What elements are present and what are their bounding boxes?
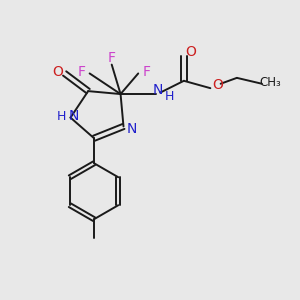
Text: O: O — [52, 65, 63, 79]
Text: F: F — [108, 51, 116, 65]
Text: CH₃: CH₃ — [260, 76, 282, 89]
Text: N: N — [152, 82, 163, 97]
Text: N: N — [68, 109, 79, 123]
Text: H: H — [56, 110, 66, 123]
Text: O: O — [185, 45, 196, 59]
Text: N: N — [127, 122, 137, 136]
Text: O: O — [212, 78, 223, 92]
Text: F: F — [142, 65, 151, 79]
Text: H: H — [164, 91, 174, 103]
Text: F: F — [77, 65, 86, 79]
